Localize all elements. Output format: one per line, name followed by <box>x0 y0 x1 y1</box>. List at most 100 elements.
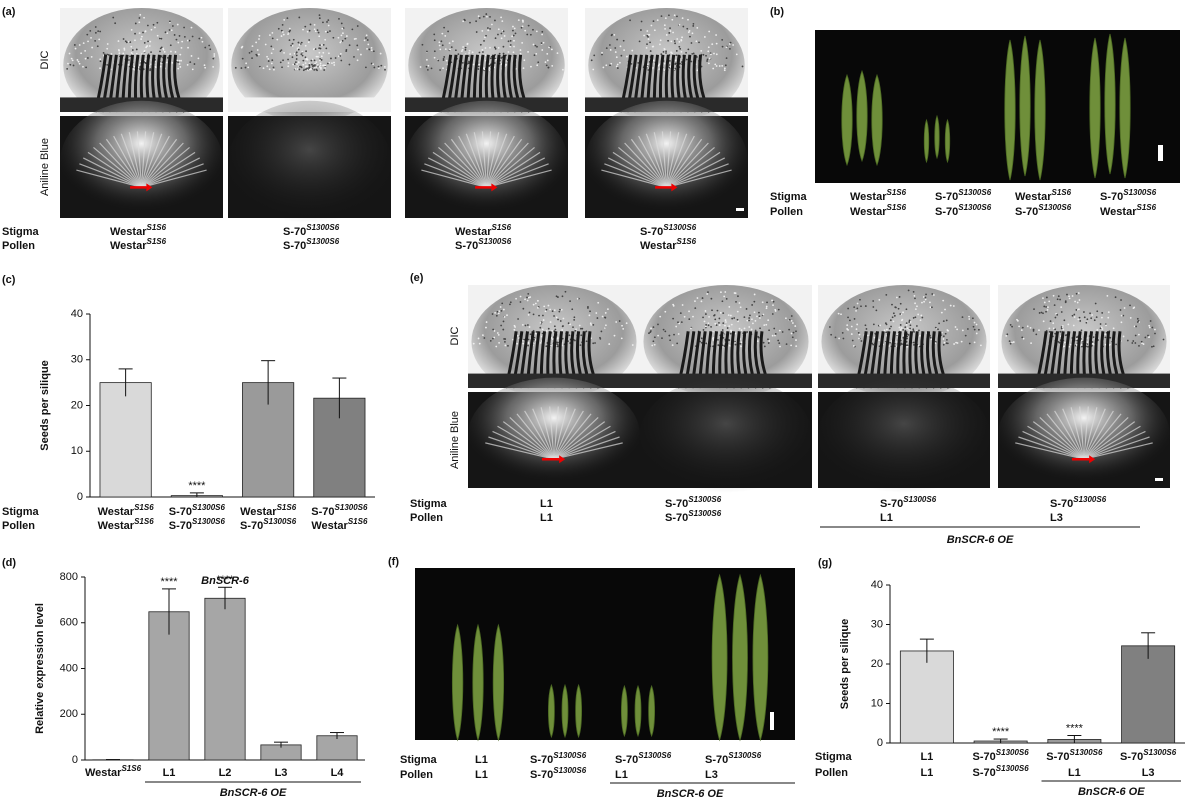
texture <box>935 327 937 329</box>
texture <box>643 35 645 37</box>
texture <box>259 35 261 37</box>
label-sup: S1S6 <box>1136 203 1156 212</box>
texture <box>675 54 677 56</box>
row-title: Aniline Blue <box>449 411 461 469</box>
texture <box>527 293 529 295</box>
texture <box>778 342 780 344</box>
texture <box>271 63 273 65</box>
label-sup: S1300S6 <box>335 503 368 512</box>
texture <box>599 338 601 340</box>
texture <box>611 34 613 36</box>
texture <box>657 335 659 337</box>
label-sup: S1S6 <box>277 503 297 512</box>
texture <box>130 46 132 48</box>
texture <box>696 27 698 29</box>
texture <box>892 316 894 318</box>
texture <box>380 65 382 67</box>
texture <box>307 31 309 33</box>
texture <box>546 330 548 332</box>
texture <box>968 318 970 320</box>
texture <box>1030 327 1032 329</box>
texture <box>1070 344 1072 346</box>
texture <box>521 27 523 29</box>
texture <box>1065 334 1067 336</box>
texture <box>340 60 342 62</box>
texture <box>790 344 792 346</box>
texture <box>272 37 274 39</box>
texture <box>489 16 491 18</box>
texture <box>591 59 593 61</box>
texture <box>878 299 880 301</box>
texture <box>309 30 311 32</box>
texture <box>965 335 967 337</box>
texture <box>490 340 492 342</box>
texture <box>131 29 133 31</box>
texture <box>846 328 848 330</box>
texture <box>1109 344 1111 346</box>
label-sup: S1300S6 <box>958 203 991 212</box>
texture <box>866 328 868 330</box>
texture <box>550 345 552 347</box>
texture <box>680 39 682 41</box>
texture <box>169 29 171 31</box>
texture <box>671 52 673 54</box>
texture <box>322 52 324 54</box>
texture <box>1063 319 1065 321</box>
label-text: L1 <box>920 767 933 779</box>
texture <box>748 317 750 319</box>
texture <box>241 67 243 69</box>
texture <box>1056 314 1058 316</box>
texture <box>365 66 367 68</box>
scale-bar <box>736 208 744 211</box>
texture <box>487 27 489 29</box>
texture <box>1018 326 1020 328</box>
texture <box>139 64 141 66</box>
texture <box>889 328 891 330</box>
texture <box>1009 340 1011 342</box>
texture <box>788 329 790 331</box>
texture <box>1096 329 1098 331</box>
texture <box>672 318 674 320</box>
texture <box>543 305 545 307</box>
texture <box>538 315 540 317</box>
texture <box>664 63 666 65</box>
texture <box>515 32 517 34</box>
texture <box>526 296 528 298</box>
texture <box>367 44 369 46</box>
texture <box>759 317 761 319</box>
texture <box>1079 317 1081 319</box>
texture <box>610 49 612 51</box>
texture <box>325 31 327 33</box>
texture <box>547 60 549 62</box>
label-text: S-70 <box>530 754 553 766</box>
texture <box>1063 345 1065 347</box>
texture <box>678 41 680 43</box>
label: L1 <box>163 767 176 779</box>
label-text: Westar <box>98 520 135 532</box>
texture <box>302 60 304 62</box>
texture <box>1149 327 1151 329</box>
texture <box>524 30 526 32</box>
texture <box>716 324 718 326</box>
texture <box>99 31 101 33</box>
label: S-70S1300S6 <box>880 495 937 510</box>
texture <box>283 52 285 54</box>
texture <box>717 344 719 346</box>
texture <box>947 343 949 345</box>
texture <box>1060 306 1062 308</box>
texture <box>281 30 283 32</box>
texture <box>154 27 156 29</box>
texture <box>904 326 906 328</box>
label-text: S-70 <box>1100 191 1123 203</box>
texture <box>620 55 622 57</box>
texture <box>546 309 548 311</box>
texture <box>684 316 686 318</box>
texture <box>666 34 668 36</box>
silique <box>562 685 568 737</box>
y-tick-label: 20 <box>871 658 883 670</box>
texture <box>657 324 659 326</box>
label-text: Westar <box>98 506 135 518</box>
texture <box>687 19 689 21</box>
texture <box>962 316 964 318</box>
